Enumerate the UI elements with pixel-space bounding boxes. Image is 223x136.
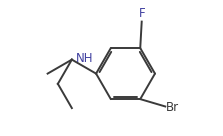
Text: NH: NH: [76, 52, 93, 65]
Text: Br: Br: [166, 101, 179, 114]
Text: F: F: [138, 7, 145, 20]
